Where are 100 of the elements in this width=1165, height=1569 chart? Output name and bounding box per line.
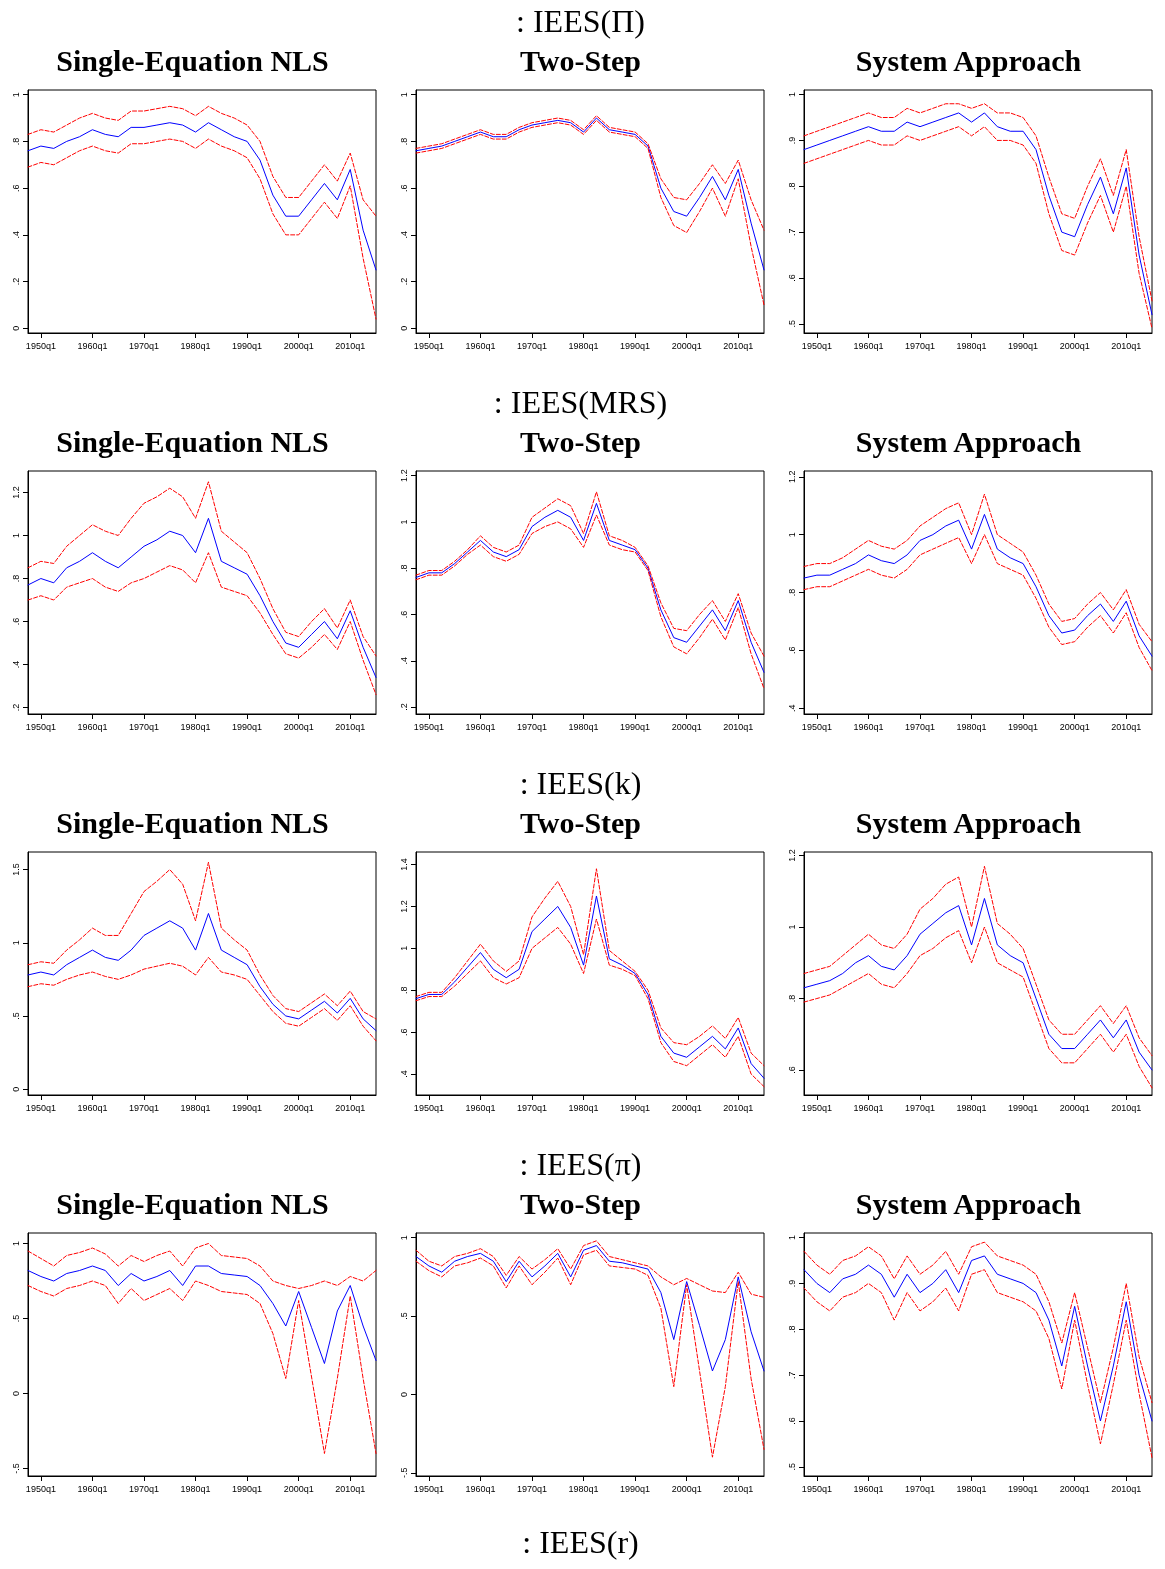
x-tick-label: 1950q1	[801, 721, 832, 732]
y-tick-label: .2	[10, 277, 21, 286]
y-tick-label: 0	[10, 325, 21, 331]
x-tick-label: 1960q1	[465, 1483, 496, 1494]
line-series	[27, 1243, 377, 1289]
x-tick-label: 1950q1	[413, 1483, 444, 1494]
y-tick-label: .6	[10, 184, 21, 192]
line-series	[415, 1240, 765, 1298]
x-tick-label: 1970q1	[516, 1102, 548, 1113]
line-series	[415, 119, 765, 306]
x-tick-label: 1950q1	[801, 1102, 832, 1113]
y-tick-label: 0	[10, 1390, 21, 1397]
x-tick-label: 2000q1	[1059, 1102, 1090, 1113]
y-tick-label: 1.2	[398, 900, 409, 913]
x-tick-label: 2000q1	[283, 340, 314, 351]
y-tick-label: .2	[398, 703, 409, 711]
line-series	[27, 956, 377, 1042]
chart-title: Two-Step	[519, 805, 642, 839]
y-tick-label: .2	[398, 277, 409, 286]
x-tick-label: 2000q1	[671, 340, 702, 351]
x-tick-label: 1950q1	[801, 340, 832, 351]
line-series	[803, 513, 1153, 657]
x-tick-label: 1950q1	[413, 340, 444, 351]
x-tick-label: 1950q1	[25, 340, 56, 351]
chart-title: Single-Equation NLS	[56, 805, 329, 839]
x-tick-label: 1970q1	[128, 1102, 160, 1113]
y-tick-label: 1	[10, 533, 21, 539]
x-tick-label: 2010q1	[1111, 1483, 1142, 1494]
y-tick-label: 0	[10, 1086, 21, 1092]
y-tick-label: 1.4	[398, 858, 409, 871]
line-series	[27, 481, 377, 657]
y-tick-label: .5	[786, 320, 797, 328]
y-tick-label: 1	[10, 940, 21, 946]
y-tick-label: 0	[398, 1391, 409, 1397]
y-tick-label: .4	[786, 704, 797, 712]
line-series	[803, 1269, 1153, 1459]
y-tick-label: .2	[10, 703, 21, 712]
line-series	[27, 912, 377, 1032]
line-series	[27, 105, 377, 217]
x-tick-label: 2010q1	[1111, 1102, 1142, 1113]
x-tick-label: 1960q1	[465, 1102, 496, 1113]
x-tick-label: 1990q1	[1008, 340, 1039, 351]
y-tick-label: .6	[786, 1417, 797, 1425]
line-series	[803, 534, 1153, 672]
x-tick-label: 2000q1	[671, 721, 702, 732]
y-tick-label: 0	[398, 325, 409, 331]
x-tick-label: 2010q1	[335, 1102, 366, 1113]
x-tick-label: 1970q1	[128, 721, 160, 732]
x-tick-label: 1990q1	[620, 1102, 651, 1113]
y-tick-label: .4	[398, 657, 409, 665]
y-tick-label: .8	[786, 588, 797, 597]
x-tick-label: 1970q1	[516, 1483, 548, 1494]
x-tick-label: 1980q1	[568, 1483, 599, 1494]
y-tick-label: 1	[10, 92, 21, 98]
x-tick-label: 1950q1	[25, 721, 56, 732]
x-tick-label: 1970q1	[516, 721, 548, 732]
y-tick-label: 1	[398, 1235, 409, 1241]
y-tick-label: 1	[786, 532, 797, 538]
y-tick-label: .5	[10, 1012, 21, 1020]
x-tick-label: 1960q1	[77, 1102, 108, 1113]
x-tick-label: 2010q1	[723, 340, 754, 351]
y-tick-label: 1.2	[786, 470, 797, 484]
y-tick-label: 1	[398, 945, 409, 951]
text: : IEES(π)	[518, 1145, 643, 1183]
x-tick-label: 2000q1	[283, 721, 314, 732]
chart-title: System Approach	[855, 424, 1082, 458]
line-series	[803, 865, 1153, 1057]
y-tick-label: 1.2	[398, 469, 409, 482]
text: : IEES(Π)	[515, 2, 646, 40]
chart-title: Single-Equation NLS	[56, 424, 329, 458]
x-tick-label: 2010q1	[723, 1102, 754, 1113]
y-tick-label: .5	[786, 1463, 797, 1471]
x-tick-label: 1960q1	[853, 1102, 884, 1113]
y-tick-label: .8	[10, 574, 21, 583]
x-tick-label: 1990q1	[620, 721, 651, 732]
y-tick-label: .9	[786, 1279, 797, 1288]
y-tick-label: .6	[786, 646, 797, 655]
x-tick-label: 1960q1	[77, 340, 108, 351]
x-tick-label: 1980q1	[180, 1483, 211, 1494]
y-tick-label: 1	[398, 92, 409, 98]
x-tick-label: 1960q1	[465, 340, 496, 351]
line-series	[803, 897, 1153, 1071]
x-tick-label: 1990q1	[232, 340, 263, 351]
y-tick-label: 1	[10, 1240, 21, 1247]
x-tick-label: 2010q1	[723, 1483, 754, 1494]
x-tick-label: 1990q1	[232, 1483, 263, 1494]
y-tick-label: -.5	[10, 1463, 21, 1474]
x-tick-label: 1980q1	[568, 721, 599, 732]
x-tick-label: 1980q1	[956, 1483, 987, 1494]
x-tick-label: 1960q1	[77, 1483, 108, 1494]
chart-title: Two-Step	[519, 43, 642, 77]
chart-title: Single-Equation NLS	[56, 1186, 329, 1220]
y-tick-label: .4	[398, 1070, 409, 1078]
x-tick-label: 2010q1	[335, 1483, 366, 1494]
x-tick-label: 2000q1	[1059, 721, 1090, 732]
x-tick-label: 1990q1	[620, 1483, 651, 1494]
y-tick-label: .8	[398, 564, 409, 572]
y-tick-label: 1	[786, 924, 797, 930]
x-tick-label: 2010q1	[1111, 721, 1142, 732]
x-tick-label: 1980q1	[180, 340, 211, 351]
